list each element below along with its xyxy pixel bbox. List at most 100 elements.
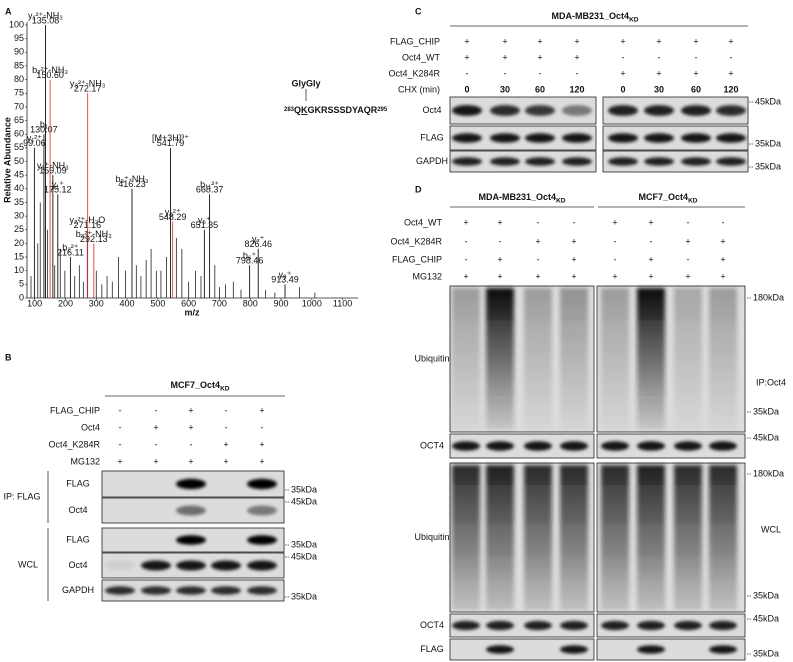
blot-label: Ubiquitin [414, 532, 449, 542]
condition-label: Oct4_K284R [388, 68, 440, 78]
panel-title: MCF7_Oct4KD [171, 380, 230, 392]
y-tick-label: 30 [14, 210, 24, 220]
peak-ion-label: b₁ [40, 120, 48, 130]
size-marker: 45kDa [291, 496, 317, 506]
size-marker: 180kDa [753, 292, 784, 302]
blot-band [176, 560, 206, 571]
y-tick-label: 10 [14, 265, 24, 275]
peptide-prefix: Q [294, 105, 301, 115]
size-marker: 35kDa [753, 406, 779, 416]
blot-label: GAPDH [416, 156, 448, 166]
blot-band [176, 478, 206, 490]
panel-title: MDA-MB231_Oct4KD [552, 11, 639, 23]
condition-label: FLAG_CHIP [392, 254, 442, 264]
blot-band [486, 620, 514, 631]
y-tick-label: 100 [9, 19, 24, 29]
condition-sign: + [188, 422, 193, 432]
blot-band [608, 105, 638, 116]
y-tick-label: 65 [14, 115, 24, 125]
condition-sign: + [720, 271, 725, 281]
condition-sign: + [728, 36, 733, 46]
condition-sign: - [687, 254, 690, 264]
peak-ion-label: b₃⁺-NH₃ [115, 174, 148, 184]
blot-band [681, 105, 711, 116]
peak-ion-label: y₈⁺ [279, 270, 292, 280]
blot-membrane [596, 613, 746, 638]
blot-band [141, 560, 171, 571]
peptide-sequence: 283QKGKRSSSDYAQR295 [284, 105, 388, 115]
peptide-start: 283 [284, 107, 295, 113]
size-marker: 35kDa [755, 138, 781, 148]
blot-band [681, 157, 711, 166]
blot-band [560, 620, 588, 631]
condition-sign: - [687, 217, 690, 227]
blot-band [486, 441, 514, 451]
peak-ion-label: b₁₁²⁺ [200, 180, 219, 190]
condition-sign: - [614, 236, 617, 246]
blot-label: OCT4 [420, 440, 444, 450]
blot-smear [637, 465, 665, 610]
panel-label: C [415, 6, 422, 16]
size-marker: 35kDa [753, 590, 779, 600]
side-label: WCL [761, 524, 781, 534]
blot-band [525, 157, 555, 166]
condition-label: FLAG_CHIP [50, 405, 100, 415]
x-tick-label: 300 [89, 298, 104, 308]
condition-sign: + [571, 254, 576, 264]
peak-ion-label: b₂²⁺ [62, 242, 78, 252]
title-main: MCF7_Oct4 [171, 380, 221, 390]
blot-band [644, 157, 674, 166]
blot-smear [486, 465, 514, 610]
blot-label: FLAG [66, 534, 90, 544]
peak-mass-label: 541.79 [157, 138, 185, 148]
size-marker: 35kDa [291, 539, 317, 549]
blot-smear [452, 288, 480, 430]
peak-ion-label: [M+3H]³⁺ [152, 133, 189, 143]
y-tick-label: 5 [19, 279, 24, 289]
condition-sign: - [225, 422, 228, 432]
y-tick-label: 55 [14, 142, 24, 152]
condition-sign: + [728, 68, 733, 78]
x-tick-label: 1100 [333, 298, 352, 308]
condition-sign: - [155, 439, 158, 449]
blot-band [211, 560, 241, 571]
condition-sign: - [499, 236, 502, 246]
condition-sign: + [188, 456, 193, 466]
x-tick-label: 500 [150, 298, 165, 308]
title-main: MDA-MB231_Oct4 [479, 192, 557, 202]
y-tick-label: 45 [14, 170, 24, 180]
condition-sign: - [225, 405, 228, 415]
blot-band [490, 133, 520, 143]
peak-ion-label: y₅⁺ [198, 215, 211, 225]
blot-band [562, 133, 592, 143]
condition-label: Oct4 [81, 422, 100, 432]
blot-band [716, 105, 746, 116]
condition-sign: + [571, 271, 576, 281]
condition-sign: + [693, 36, 698, 46]
peak-mass-label: 913.49 [271, 275, 299, 285]
panel-title: MCF7_Oct4KD [639, 192, 698, 204]
x-tick-label: 200 [58, 298, 73, 308]
condition-sign: 30 [654, 84, 664, 94]
condition-sign: + [656, 68, 661, 78]
condition-sign: + [223, 456, 228, 466]
blot-band [486, 645, 514, 654]
peak-mass-label: 651.35 [191, 220, 219, 230]
condition-sign: 120 [569, 84, 584, 94]
condition-sign: - [722, 217, 725, 227]
side-label: IP:Oct4 [756, 377, 786, 387]
blot-label: Oct4 [68, 560, 87, 570]
condition-sign: - [466, 68, 469, 78]
peak-ion-label: y₁⁺-NH₃ [37, 161, 69, 171]
condition-sign: - [573, 217, 576, 227]
blot-smear [674, 465, 702, 610]
blot-band [709, 645, 737, 654]
condition-sign: + [648, 217, 653, 227]
condition-sign: - [465, 236, 468, 246]
condition-sign: + [537, 52, 542, 62]
size-marker: 45kDa [753, 432, 779, 442]
blot-band [674, 620, 702, 631]
condition-sign: + [612, 217, 617, 227]
title-sub: KD [629, 16, 639, 23]
